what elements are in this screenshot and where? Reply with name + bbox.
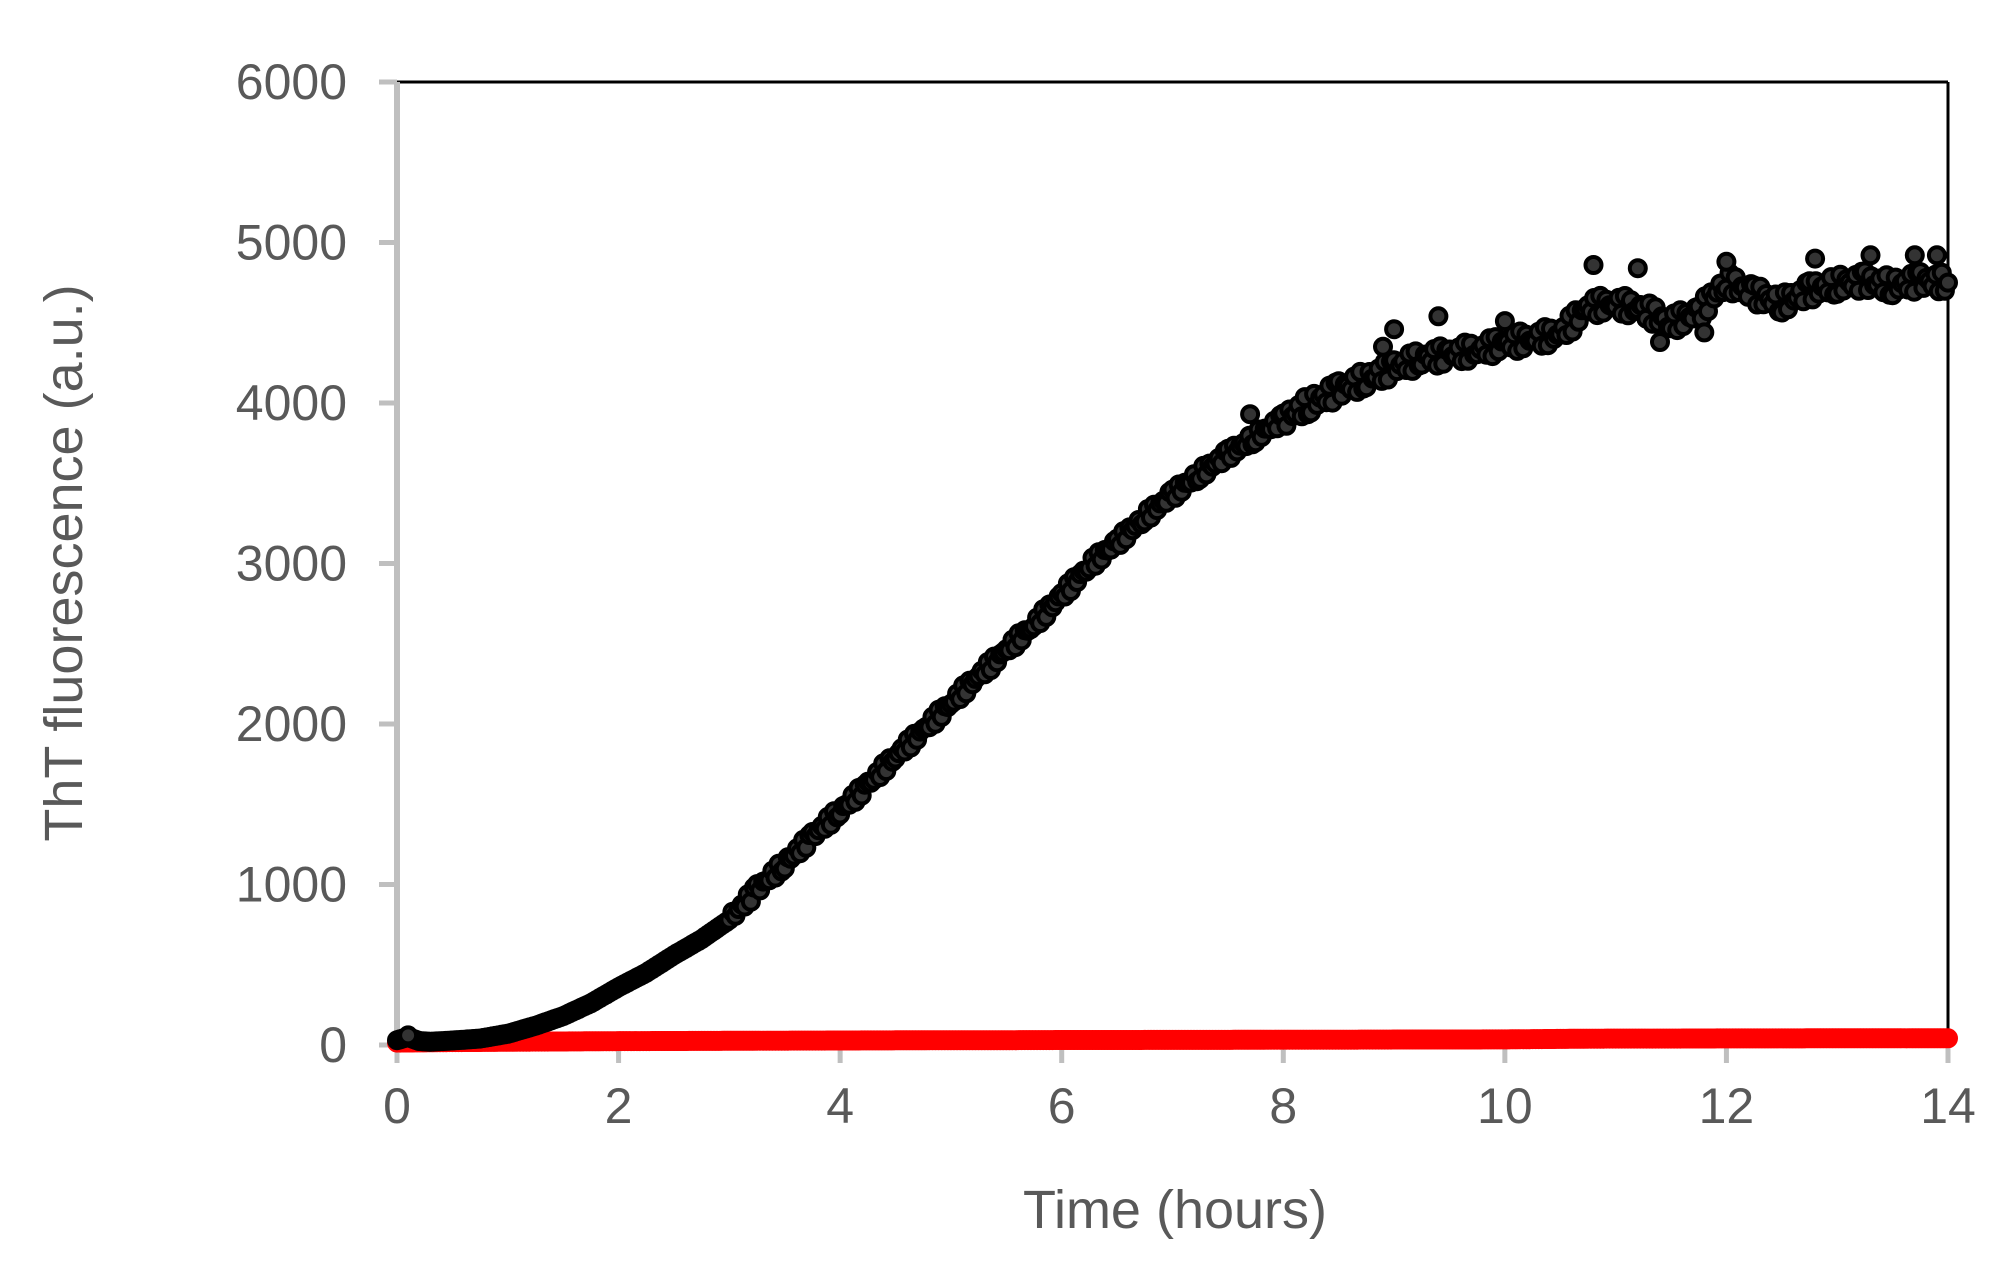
black-series-point	[1716, 251, 1737, 272]
black-series-point	[1373, 336, 1393, 357]
x-tick-label: 10	[1477, 1078, 1533, 1134]
y-tick-label: 0	[319, 1017, 347, 1073]
black-series-point	[1904, 245, 1925, 266]
black-series-point	[1240, 404, 1261, 425]
x-tick-label: 2	[605, 1078, 633, 1134]
black-series-point	[1494, 311, 1515, 332]
black-series-point	[1627, 258, 1648, 279]
x-tick-label: 4	[826, 1078, 854, 1134]
x-tick-label: 12	[1699, 1078, 1755, 1134]
y-tick-label: 2000	[236, 696, 347, 752]
black-series-point	[1860, 245, 1881, 266]
y-tick-label: 5000	[236, 215, 347, 271]
x-tick-label: 14	[1920, 1078, 1976, 1134]
y-axis-title: ThT fluorescence (a.u.)	[34, 284, 94, 841]
y-axis-ticks: 0 1000 2000 3000 4000 5000 6000	[236, 54, 397, 1073]
y-tick-label: 4000	[236, 375, 347, 431]
y-tick-label: 3000	[236, 536, 347, 592]
black-series-point	[1583, 255, 1604, 275]
x-tick-label: 8	[1269, 1078, 1297, 1134]
black-series-point	[1650, 332, 1670, 352]
data-points	[387, 245, 1958, 1053]
black-series-point	[1694, 322, 1715, 343]
black-series-point	[1926, 245, 1947, 266]
x-axis-title: Time (hours)	[1023, 1180, 1327, 1240]
red-series-point	[1938, 1028, 1958, 1049]
black-series-point	[398, 1025, 419, 1046]
x-tick-label: 0	[383, 1078, 411, 1134]
x-tick-label: 6	[1048, 1078, 1076, 1134]
black-series-point	[1384, 319, 1405, 340]
y-tick-label: 1000	[236, 857, 347, 913]
y-tick-label: 6000	[236, 54, 347, 110]
black-series-point	[1938, 272, 1958, 293]
black-series-point	[1805, 248, 1826, 269]
black-series-point	[1428, 306, 1449, 327]
